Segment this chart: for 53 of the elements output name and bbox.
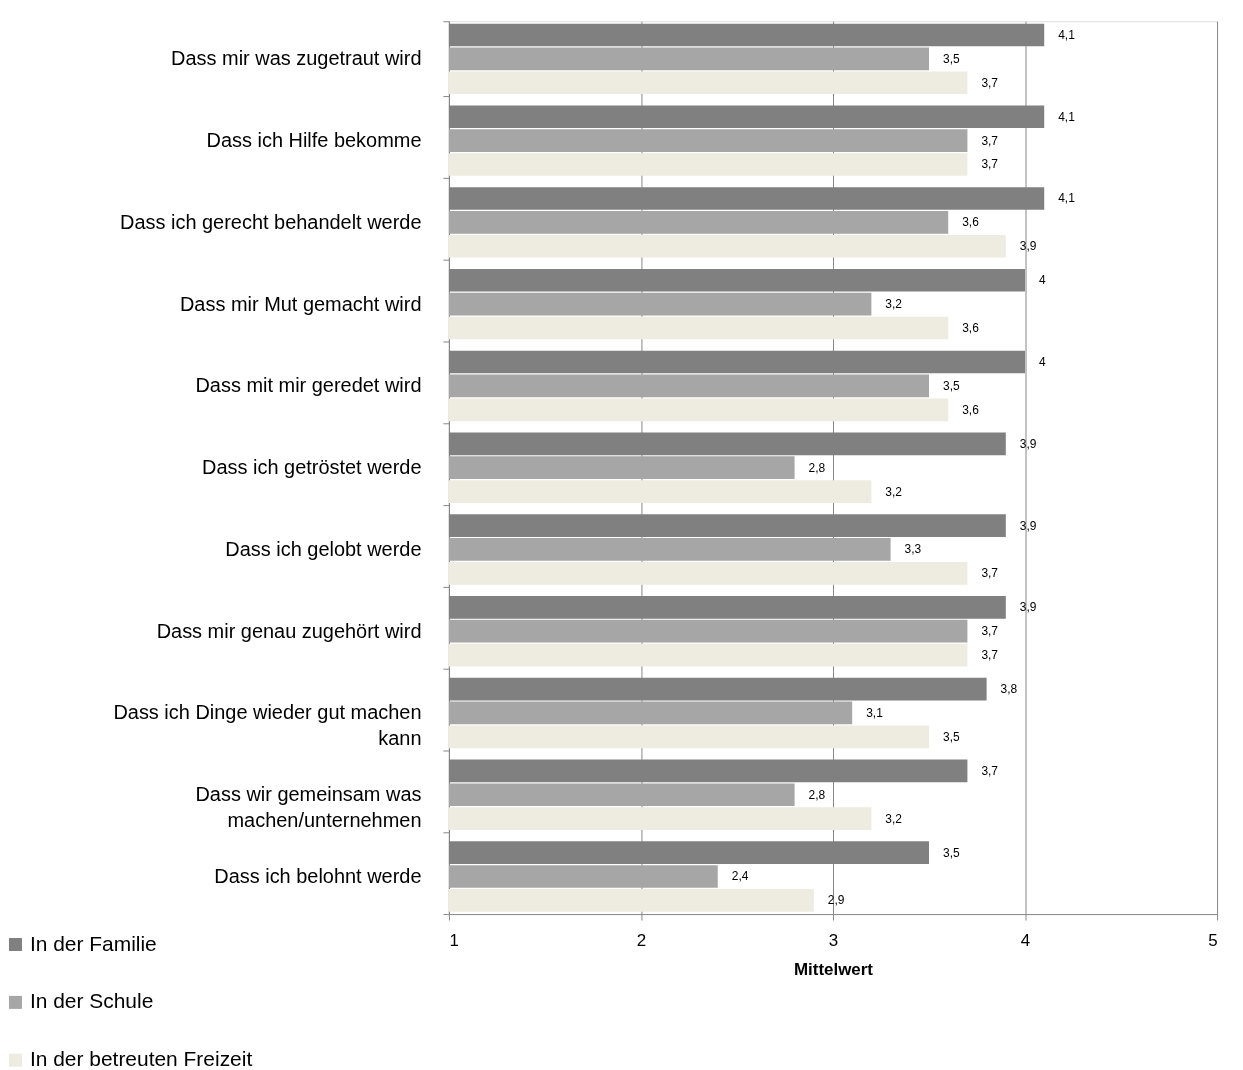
data-label: 2,8 xyxy=(808,460,826,475)
data-label: 3,6 xyxy=(962,215,980,230)
data-label: 3,1 xyxy=(866,705,884,720)
data-label: 3,7 xyxy=(981,624,999,639)
y-tick-label: Dass mir genau zugehört wird xyxy=(156,619,422,642)
data-label: 3,7 xyxy=(981,648,999,663)
data-label: 4 xyxy=(1038,273,1046,288)
data-label: 3,5 xyxy=(942,729,960,744)
y-tick-label: Dass mit mir geredet wird xyxy=(195,374,422,397)
x-tick-label: 1 xyxy=(449,930,459,950)
data-label: 3,8 xyxy=(1000,682,1018,697)
y-tick-label: Dass ich gelobt werde xyxy=(225,537,422,560)
data-label: 4,1 xyxy=(1058,191,1076,206)
data-label: 3,9 xyxy=(1019,600,1037,615)
y-tick-label: Dass ich Hilfe bekomme xyxy=(206,129,422,152)
data-label: 3,9 xyxy=(1019,518,1037,533)
data-label: 4,1 xyxy=(1058,109,1076,124)
y-tick-label: Dass wir gemeinsam was machen/unternehmen xyxy=(195,783,422,832)
data-label: 4 xyxy=(1038,355,1046,370)
legend-label: In der Familie xyxy=(29,931,157,955)
x-tick-label: 4 xyxy=(1020,930,1031,950)
y-tick-label: Dass mir was zugetraut wird xyxy=(171,47,422,70)
data-label: 3,2 xyxy=(885,297,903,312)
data-label: 3,2 xyxy=(885,811,903,826)
y-tick-label: Dass ich belohnt werde xyxy=(214,864,422,887)
data-label: 3,9 xyxy=(1019,436,1037,451)
data-label: 4,1 xyxy=(1058,27,1076,42)
data-label: 3,5 xyxy=(942,378,960,393)
y-tick-label: Dass ich getröstet werde xyxy=(202,456,422,479)
x-tick-label: 3 xyxy=(828,930,839,950)
data-label: 3,6 xyxy=(962,402,980,417)
data-label: 3,7 xyxy=(981,566,999,581)
y-tick-label: Dass mir Mut gemacht wird xyxy=(179,292,422,315)
legend-label: In der Schule xyxy=(29,989,154,1013)
data-label: 3,7 xyxy=(981,157,999,172)
x-tick-label: 2 xyxy=(636,930,647,950)
data-label: 3,7 xyxy=(981,133,999,148)
x-tick-label: 5 xyxy=(1208,930,1218,950)
legend-label: In der betreuten Freizeit xyxy=(29,1047,253,1070)
y-tick-label: Dass ich gerecht behandelt werde xyxy=(120,210,422,233)
data-label: 3,5 xyxy=(942,845,960,860)
data-label: 2,9 xyxy=(827,893,845,908)
data-label: 3,3 xyxy=(904,542,922,557)
x-axis-title: Mittelwert xyxy=(793,960,874,980)
data-label: 3,9 xyxy=(1019,239,1037,254)
y-tick-label: Dass ich Dinge wieder gut machen kann xyxy=(113,701,422,750)
data-label: 3,2 xyxy=(885,484,903,499)
data-label: 3,7 xyxy=(981,763,999,778)
data-label: 3,5 xyxy=(942,51,960,66)
data-label: 2,8 xyxy=(808,787,826,802)
data-label: 3,7 xyxy=(981,75,999,90)
data-label: 3,6 xyxy=(962,321,980,336)
data-label: 2,4 xyxy=(731,869,749,884)
